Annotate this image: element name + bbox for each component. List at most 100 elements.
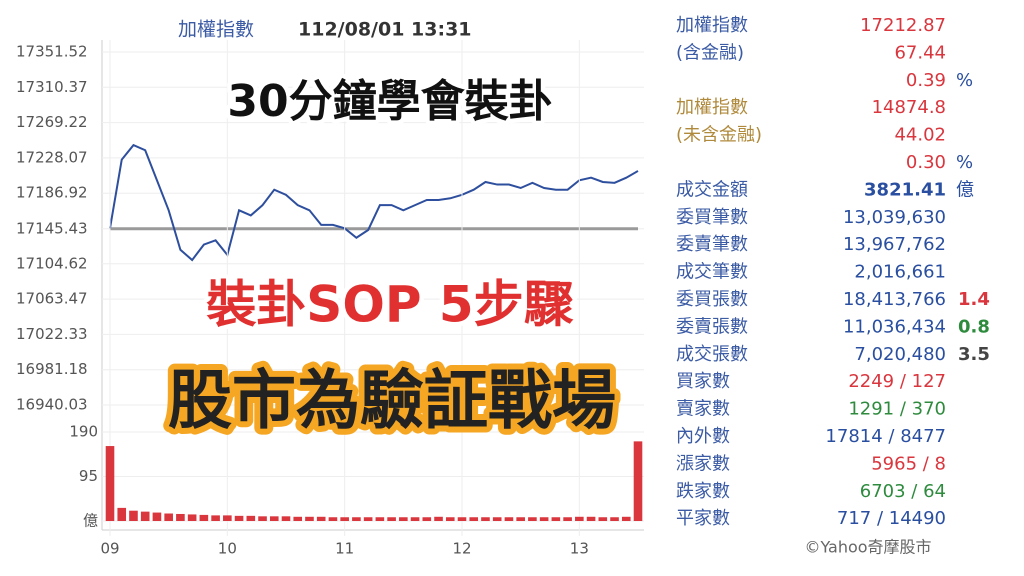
stat-value: 717 / 14490: [837, 508, 946, 529]
x-tick-label: 10: [218, 540, 237, 558]
volume-bar: [105, 446, 115, 521]
volume-bar: [269, 516, 279, 521]
volume-bar: [246, 515, 256, 521]
x-tick-label: 11: [335, 540, 354, 558]
volume-bar: [187, 514, 197, 521]
header-title: 加權指數: [178, 19, 254, 41]
volume-bar: [586, 516, 596, 521]
volume-bar: [375, 517, 385, 521]
stat-value: 6703 / 64: [860, 481, 946, 502]
stat-label: 委買筆數: [676, 207, 748, 228]
stat-value: 2249 / 127: [848, 371, 946, 392]
stat-value: 13,967,762: [843, 234, 946, 255]
stat-label: 加權指數: [676, 97, 748, 118]
y-tick-label: 17310.37: [16, 78, 88, 96]
y-tick-label: 17104.62: [16, 254, 88, 272]
volume-bar: [223, 515, 232, 521]
overlay-subtitle: 裝卦SOP 5步驟: [206, 276, 573, 334]
volume-bar: [328, 517, 338, 521]
stat-value: 17814 / 8477: [825, 426, 946, 447]
header-timestamp: 112/08/01 13:31: [298, 19, 472, 41]
volume-bar: [352, 517, 361, 521]
volume-bar: [504, 517, 514, 521]
y-tick-label: 16981.18: [16, 360, 88, 378]
charts: 17351.52 17310.37 17269.22 17228.07 17186.92…: [16, 40, 644, 558]
volume-bar: [199, 514, 209, 521]
stat-label: (未含金融): [676, 125, 762, 146]
volume-bar: [293, 516, 303, 521]
overlay-headline: 股市為驗証戰場: [168, 365, 616, 439]
volume-bar: [422, 517, 432, 521]
stat-label: 成交筆數: [676, 262, 748, 283]
stat-label: 加權指數: [676, 15, 748, 36]
volume-bar: [340, 517, 349, 521]
stat-label: 賣家數: [676, 399, 730, 420]
x-tick-label: 09: [100, 540, 119, 558]
volume-bar: [551, 517, 561, 521]
price-line: [109, 143, 639, 262]
volume-bar: [469, 517, 479, 521]
stat-extra: 1.4: [958, 289, 990, 310]
volume-bar: [164, 513, 173, 521]
stat-value: 5965 / 8: [871, 453, 946, 474]
stat-label: 成交金額: [676, 179, 748, 200]
stat-label: 跌家數: [676, 481, 730, 502]
y-tick-label: 17022.33: [16, 325, 88, 343]
volume-bar: [316, 516, 326, 521]
stat-value: 44.02: [894, 125, 946, 146]
stat-value: 17212.87: [860, 15, 946, 36]
volume-bar: [539, 517, 549, 521]
volume-bar: [281, 516, 291, 521]
volume-bar: [387, 517, 396, 521]
stat-value: 11,036,434: [843, 316, 946, 337]
volume-bar: [176, 513, 185, 521]
stat-value: 3821.41: [864, 179, 946, 200]
x-tick-label: 12: [452, 540, 471, 558]
volume-bar: [410, 517, 420, 521]
y-tick-label: 17145.43: [16, 219, 88, 237]
volume-bar: [363, 517, 373, 521]
volume-bar: [610, 517, 619, 521]
volume-bar: [528, 517, 537, 521]
stat-label: (含金融): [676, 42, 744, 63]
stat-label: 委賣筆數: [676, 234, 748, 255]
volume-bar: [516, 517, 525, 521]
stat-unit: %: [956, 70, 973, 91]
stat-label: 平家數: [676, 508, 730, 529]
volume-bar: [234, 515, 244, 521]
volume-bar: [399, 517, 408, 521]
volume-bar: [457, 517, 467, 521]
stat-value: 14874.8: [872, 97, 946, 118]
volume-bar: [481, 517, 490, 521]
volume-bar: [575, 516, 584, 521]
stat-label: 委賣張數: [676, 316, 748, 337]
credit: ©Yahoo奇摩股市: [804, 538, 931, 557]
stat-label: 內外數: [676, 426, 730, 447]
stat-extra: 0.8: [958, 316, 990, 337]
y-tick-label: 16940.03: [16, 396, 88, 414]
stat-value: 0.30: [906, 152, 946, 173]
volume-bar: [152, 512, 162, 521]
y-tick-label: 190: [69, 423, 98, 441]
stat-label: 買家數: [676, 371, 730, 392]
y-tick-label: 億: [83, 512, 98, 530]
y-tick-label: 95: [79, 467, 98, 485]
volume-bar: [305, 516, 314, 521]
stat-value: 0.39: [906, 70, 946, 91]
stat-value: 1291 / 370: [848, 399, 946, 420]
y-tick-label: 17063.47: [16, 290, 88, 308]
volume-bar: [258, 516, 267, 521]
volume-bar: [129, 510, 138, 521]
volume-bar: [598, 517, 608, 521]
volume-bar: [621, 516, 631, 521]
y-tick-label: 17186.92: [16, 184, 88, 202]
stat-value: 2,016,661: [854, 262, 946, 283]
stat-unit: 億: [956, 179, 974, 200]
stats-panel: 加權指數 17212.87 (含金融) 67.44 0.39 % 加權指數 14874.8 (未…: [676, 15, 990, 529]
stat-label: 漲家數: [676, 453, 730, 474]
stat-unit: %: [956, 152, 973, 173]
overlay-title: 30分鐘學會裝卦: [227, 76, 552, 127]
volume-bar: [633, 441, 643, 521]
stat-value: 18,413,766: [843, 289, 946, 310]
